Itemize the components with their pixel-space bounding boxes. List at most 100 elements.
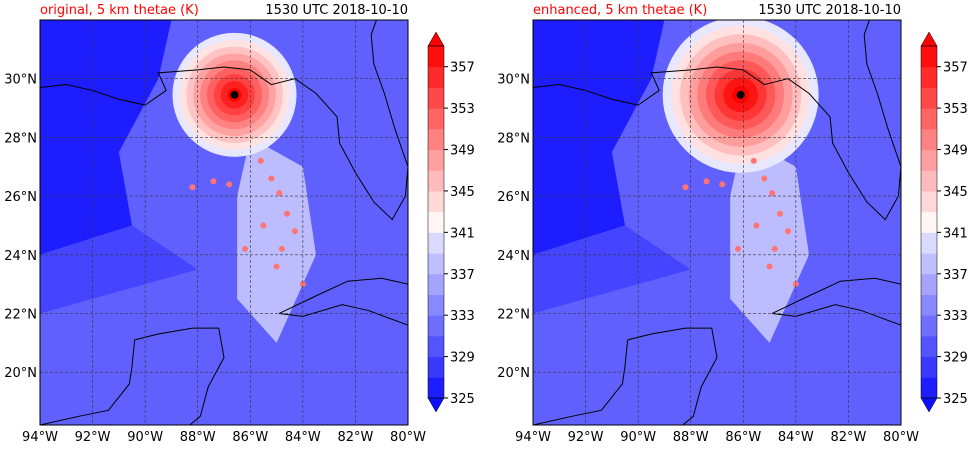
panel-enhanced: enhanced, 5 km thetae (K) 1530 UTC 2018-… bbox=[497, 3, 968, 445]
colorbar-segment bbox=[428, 170, 444, 192]
colorbar-extend-min bbox=[427, 397, 445, 413]
x-tick-label: 86°W bbox=[232, 430, 268, 445]
colorbar-segment bbox=[921, 66, 937, 88]
coastline bbox=[627, 327, 718, 425]
colorbar-segment bbox=[428, 315, 444, 337]
colorbar-segment bbox=[428, 232, 444, 254]
colorbar-segment bbox=[428, 46, 444, 68]
field-cool-region bbox=[40, 225, 198, 314]
colorbar-segment bbox=[428, 87, 444, 109]
convective-cell bbox=[761, 175, 768, 182]
coastline bbox=[772, 304, 901, 326]
thetae-field bbox=[533, 20, 901, 425]
colorbar: 325 329 333 337 341 345 349 353 357 bbox=[427, 31, 475, 413]
colorbar-segment bbox=[921, 273, 937, 295]
y-tick-label: 26°N bbox=[4, 190, 37, 205]
convective-cell bbox=[784, 228, 791, 235]
x-tick-label: 94°W bbox=[515, 430, 551, 445]
y-tick-label: 20°N bbox=[497, 366, 530, 381]
colorbar-tick-label: 353 bbox=[943, 102, 968, 117]
colorbar-segment bbox=[428, 66, 444, 88]
colorbar-tick-label: 357 bbox=[943, 61, 968, 76]
colorbar-segment bbox=[428, 335, 444, 358]
convective-cell bbox=[753, 222, 760, 229]
colorbar-segment bbox=[428, 128, 444, 151]
colorbar-tick-label: 349 bbox=[943, 144, 968, 159]
coastline bbox=[533, 339, 629, 425]
x-tick-label: 86°W bbox=[725, 430, 761, 445]
colorbar-segment bbox=[921, 170, 937, 192]
convective-cell bbox=[257, 157, 264, 164]
colorbar-segment bbox=[921, 253, 937, 275]
colorbar-tick-label: 325 bbox=[450, 392, 475, 407]
x-tick-label: 88°W bbox=[180, 430, 216, 445]
colorbar-segment bbox=[921, 294, 937, 316]
convective-cell bbox=[766, 263, 773, 270]
convective-cell bbox=[276, 190, 283, 197]
storm-eye bbox=[230, 90, 239, 99]
y-tick-label: 24°N bbox=[4, 249, 37, 264]
x-tick-label: 84°W bbox=[778, 430, 814, 445]
colorbar-segment bbox=[921, 46, 937, 68]
convective-cell bbox=[750, 157, 757, 164]
panel-original: original, 5 km thetae (K) 1530 UTC 2018-… bbox=[4, 3, 475, 445]
colorbar: 325 329 333 337 341 345 349 353 357 bbox=[920, 31, 968, 413]
colorbar-segment bbox=[428, 149, 444, 171]
colorbar-frame bbox=[427, 45, 445, 399]
y-tick-label: 28°N bbox=[497, 131, 530, 146]
colorbar-segment bbox=[428, 294, 444, 316]
colorbar-tick-label: 353 bbox=[450, 102, 475, 117]
x-tick-label: 88°W bbox=[673, 430, 709, 445]
y-tick-label: 22°N bbox=[497, 307, 530, 322]
colorbar-segment bbox=[921, 232, 937, 254]
coastline bbox=[278, 277, 408, 314]
colorbar-segment bbox=[428, 108, 444, 130]
convective-cell bbox=[792, 281, 799, 288]
colorbar-tick-label: 337 bbox=[943, 268, 968, 283]
coastline bbox=[771, 277, 901, 314]
colorbar-segment bbox=[428, 377, 444, 399]
colorbar-segment bbox=[428, 190, 444, 213]
convective-cell bbox=[769, 190, 776, 197]
colorbar-segment bbox=[921, 211, 937, 233]
colorbar-segment bbox=[921, 356, 937, 378]
convective-cell bbox=[260, 222, 267, 229]
y-tick-label: 28°N bbox=[4, 131, 37, 146]
colorbar-segment bbox=[428, 253, 444, 275]
colorbar-segment bbox=[921, 315, 937, 337]
colorbar-segment bbox=[428, 356, 444, 378]
coastline bbox=[40, 339, 136, 425]
colorbar-segment bbox=[921, 87, 937, 109]
field-cool-region bbox=[533, 225, 691, 314]
y-tick-label: 20°N bbox=[4, 366, 37, 381]
colorbar-tick-label: 341 bbox=[943, 226, 968, 241]
convective-cell bbox=[284, 210, 291, 217]
x-tick-label: 92°W bbox=[75, 430, 111, 445]
y-tick-label: 24°N bbox=[497, 249, 530, 264]
colorbar-extend-max bbox=[427, 31, 445, 47]
convective-cell bbox=[242, 245, 249, 252]
colorbar-segment bbox=[921, 128, 937, 151]
convective-cell bbox=[299, 281, 306, 288]
x-tick-label: 80°W bbox=[883, 430, 919, 445]
y-tick-label: 30°N bbox=[4, 73, 37, 88]
colorbar-extend-min bbox=[920, 397, 938, 413]
x-tick-label: 90°W bbox=[620, 430, 656, 445]
thetae-field bbox=[40, 20, 408, 425]
colorbar-frame bbox=[920, 45, 938, 399]
colorbar-tick-label: 349 bbox=[450, 144, 475, 159]
colorbar-segment bbox=[428, 273, 444, 295]
colorbar-segment bbox=[921, 149, 937, 171]
map-frame bbox=[39, 19, 409, 426]
convective-cell bbox=[226, 181, 233, 188]
convective-cell bbox=[273, 263, 280, 270]
convective-cell bbox=[682, 184, 689, 191]
colorbar-extend-max bbox=[920, 31, 938, 47]
panel-time-label: 1530 UTC 2018-10-10 bbox=[265, 3, 408, 18]
x-tick-label: 92°W bbox=[568, 430, 604, 445]
colorbar-tick-label: 345 bbox=[943, 185, 968, 200]
storm-eye bbox=[736, 90, 745, 99]
y-tick-label: 26°N bbox=[497, 190, 530, 205]
x-tick-label: 84°W bbox=[285, 430, 321, 445]
